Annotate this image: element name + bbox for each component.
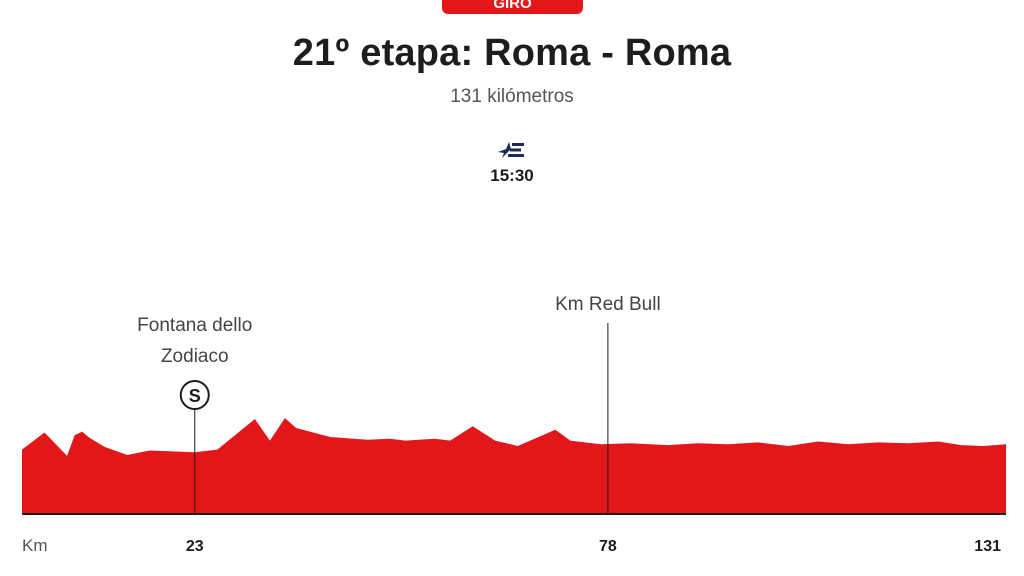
- annotation-km-red-bull: Km Red Bull: [555, 294, 661, 514]
- stage-distance: 131 kilómetros: [450, 86, 574, 107]
- annotation-label: Fontana dello: [137, 315, 252, 336]
- eurosport-logo-icon: [498, 142, 524, 158]
- elevation-profile-area: [22, 418, 1006, 514]
- profile-layer: [22, 418, 1006, 514]
- annotation-label: Zodiaco: [161, 346, 229, 367]
- x-axis-label: Km: [22, 536, 48, 555]
- sprint-marker-letter: S: [189, 386, 201, 406]
- annotation-sprint: S Fontana dello Zodiaco: [137, 315, 252, 514]
- x-tick-label: 23: [186, 538, 204, 555]
- x-tick-label: 131: [974, 538, 1001, 555]
- annotation-layer: S Fontana dello Zodiaco Km Red Bull: [137, 294, 661, 514]
- broadcast-info: 15:30: [462, 140, 562, 186]
- competition-badge: GIRO: [442, 0, 583, 14]
- stage-title: 21º etapa: Roma - Roma: [292, 32, 732, 74]
- start-time: 15:30: [490, 166, 534, 185]
- competition-badge-label: GIRO: [493, 0, 532, 12]
- x-axis: Km 23 78 131: [22, 513, 1006, 555]
- annotation-label: Km Red Bull: [555, 294, 661, 315]
- x-tick-label: 78: [599, 538, 617, 555]
- sprint-marker-icon: [179, 380, 210, 410]
